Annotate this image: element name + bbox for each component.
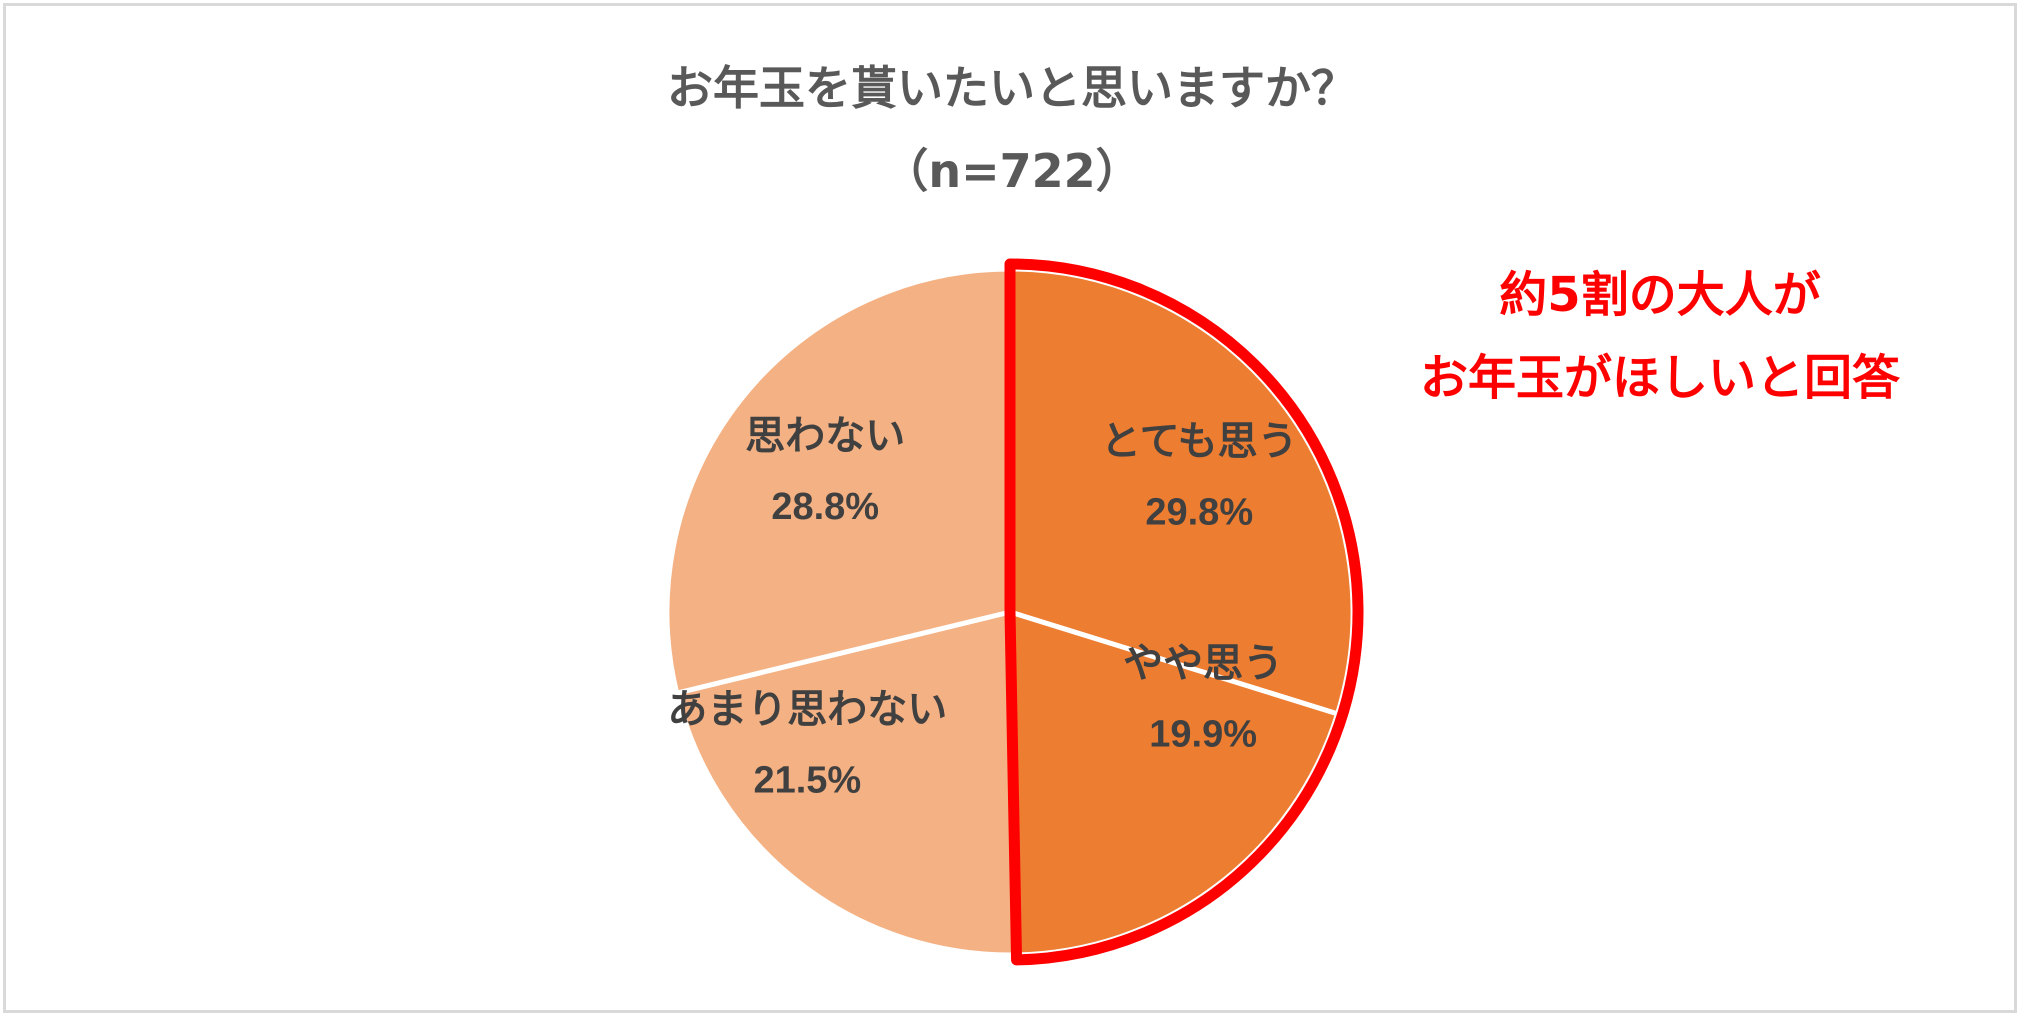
slice-category-label: やや思う bbox=[1123, 640, 1283, 686]
pie-slice-omowanai bbox=[664, 266, 1013, 696]
annotation-line-2: お年玉がほしいと回答 bbox=[1419, 350, 1900, 406]
slice-value-label: 21.5% bbox=[753, 760, 861, 802]
pie-slice-amari-omowanai bbox=[674, 609, 1019, 958]
data-label-omowanai: 思わない 28.8% bbox=[745, 413, 905, 528]
chart-subtitle: （n=722） bbox=[882, 144, 1142, 198]
data-label-amari-omowanai: あまり思わない 21.5% bbox=[667, 687, 947, 802]
slice-value-label: 19.9% bbox=[1149, 713, 1257, 755]
slice-value-label: 29.8% bbox=[1145, 492, 1253, 534]
slice-category-label: あまり思わない bbox=[667, 687, 947, 733]
slice-category-label: とても思う bbox=[1101, 419, 1298, 465]
data-label-totemo-omou: とても思う 29.8% bbox=[1101, 419, 1298, 534]
slice-category-label: 思わない bbox=[745, 413, 905, 459]
data-label-yaya-omou: やや思う 19.9% bbox=[1123, 640, 1283, 755]
slice-value-label: 28.8% bbox=[771, 486, 879, 528]
chart-title: お年玉を貰いたいと思いますか？ bbox=[667, 61, 1357, 115]
annotation-line-1: 約5割の大人が bbox=[1499, 267, 1821, 323]
highlight-outline bbox=[1004, 258, 1364, 966]
